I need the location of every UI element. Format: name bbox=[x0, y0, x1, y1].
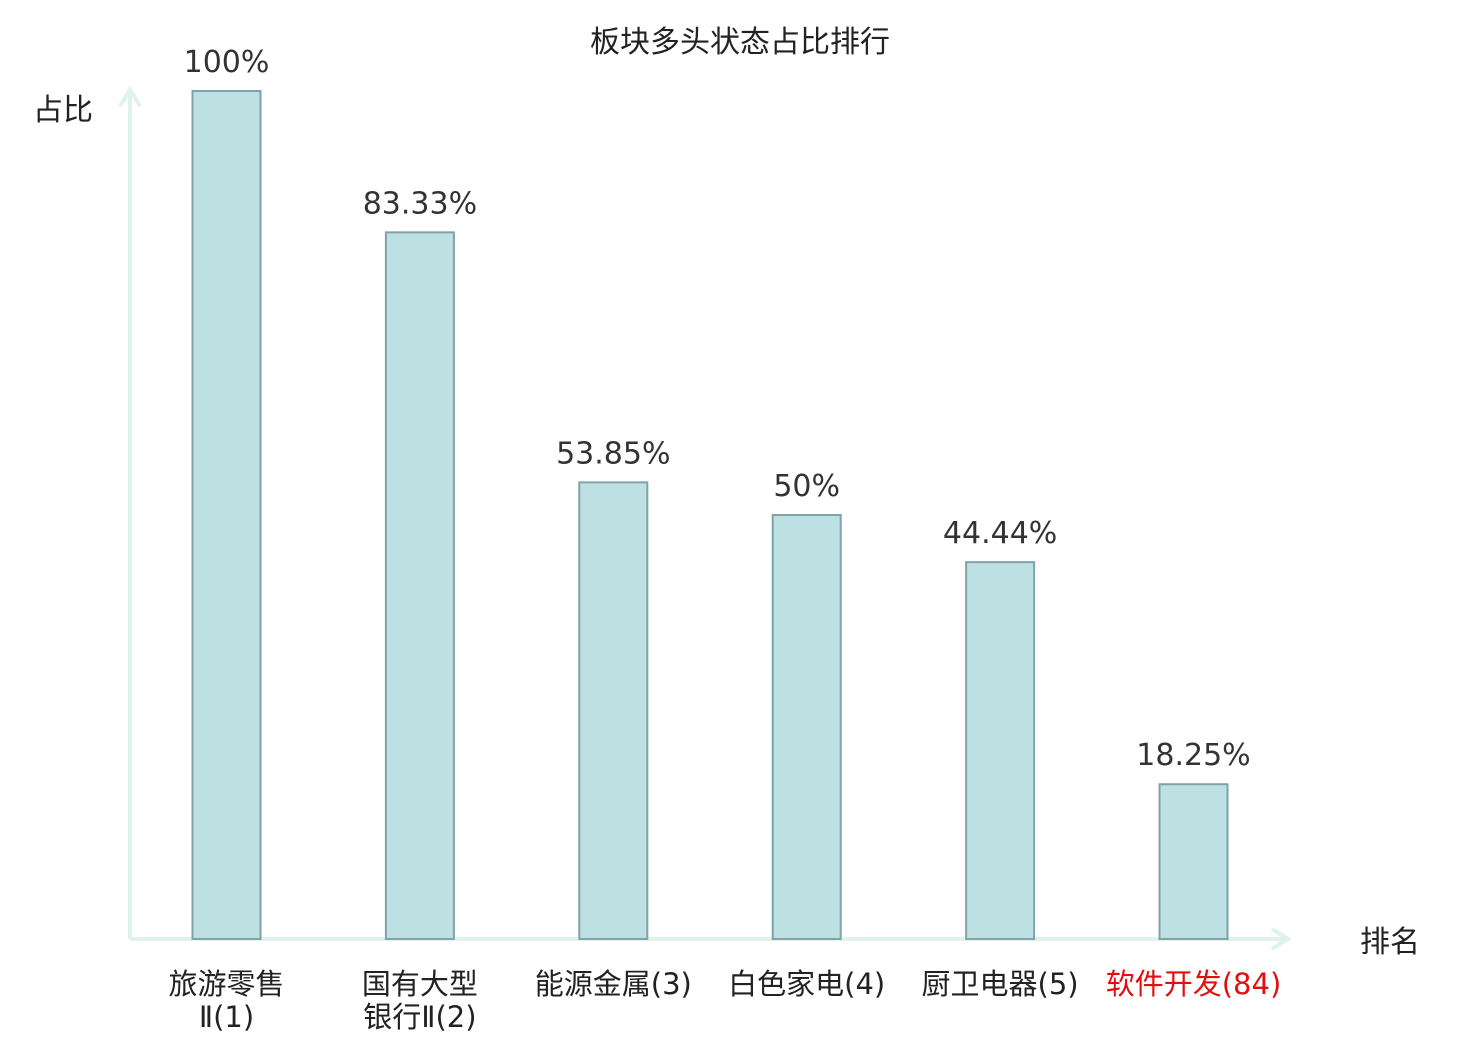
value-label-5: 44.44% bbox=[943, 516, 1057, 551]
bar-1 bbox=[191, 90, 262, 940]
category-label-2-line-1: 国有大型 bbox=[362, 967, 478, 1001]
category-label-3: 能源金属(3) bbox=[535, 967, 692, 1001]
axes bbox=[118, 86, 1292, 951]
x-axis-arrow bbox=[1270, 927, 1292, 951]
value-labels-group: 100% 83.33% 53.85% 50% 44.44% 18.25% bbox=[184, 45, 1251, 773]
y-axis-label: 占比 bbox=[33, 93, 93, 128]
value-label-4: 50% bbox=[773, 469, 840, 504]
x-axis-label: 排名 bbox=[1360, 925, 1420, 960]
chart-title: 板块多头状态占比排行 bbox=[590, 25, 890, 60]
bar-3 bbox=[578, 481, 649, 940]
category-label-2-line-2: 银行Ⅱ(2) bbox=[363, 1000, 476, 1034]
category-label-6: 软件开发(84) bbox=[1106, 967, 1282, 1001]
bar-2 bbox=[384, 231, 455, 941]
value-label-3: 53.85% bbox=[556, 436, 670, 471]
value-label-2: 83.33% bbox=[363, 186, 477, 221]
category-label-4: 白色家电(4) bbox=[728, 967, 885, 1001]
bar-5 bbox=[965, 561, 1036, 940]
bar-6 bbox=[1158, 783, 1229, 940]
category-label-5: 厨卫电器(5) bbox=[922, 967, 1079, 1001]
category-label-1-line-2: Ⅱ(1) bbox=[199, 1000, 254, 1034]
bars-group bbox=[191, 90, 1229, 941]
bar-4 bbox=[771, 514, 842, 940]
category-label-1-line-1: 旅游零售 bbox=[168, 967, 284, 1001]
value-label-6: 18.25% bbox=[1136, 738, 1250, 773]
y-axis-arrow bbox=[118, 86, 142, 108]
value-label-1: 100% bbox=[184, 45, 270, 80]
